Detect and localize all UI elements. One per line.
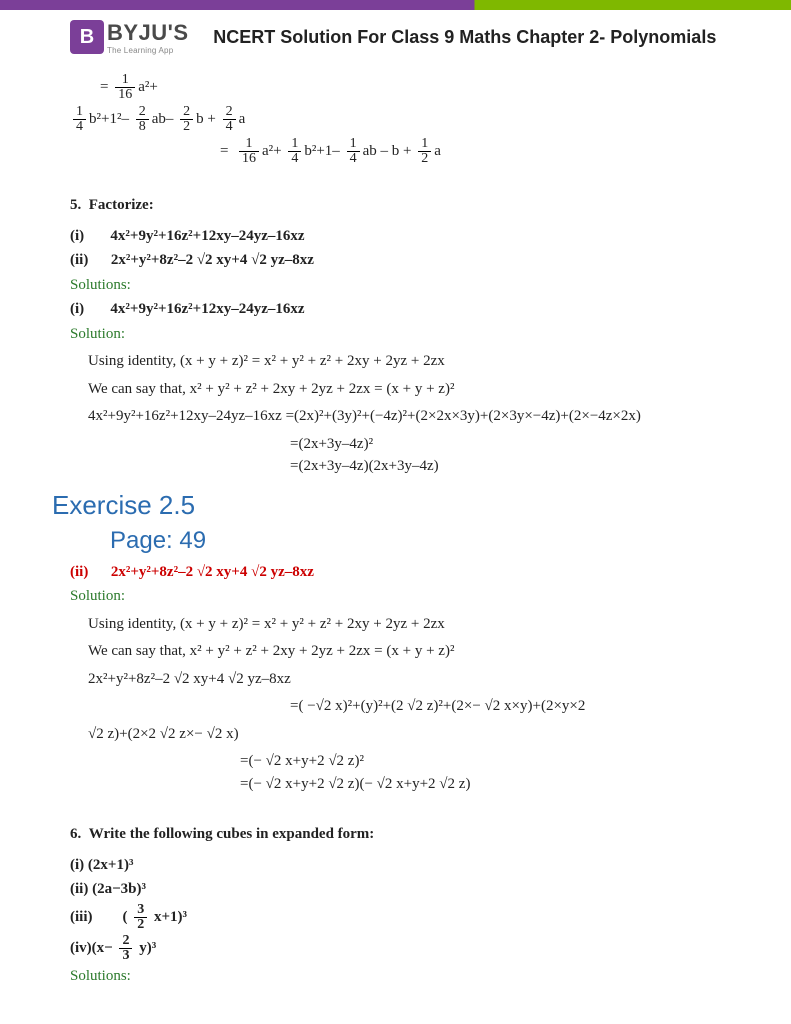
say-that-2: We can say that, x² + y² + z² + 2xy + 2y… xyxy=(88,640,721,663)
exercise-title: Exercise 2.5 xyxy=(52,486,721,525)
page-title: NCERT Solution For Class 9 Maths Chapter… xyxy=(199,26,731,49)
solution-label-1: Solution: xyxy=(70,323,721,346)
q5-part-i: (i) 4x²+9y²+16z²+12xy–24yz–16xz xyxy=(70,225,721,248)
brand-name: BYJU'S xyxy=(107,20,189,46)
q5-part-ii: (ii) 2x²+y²+8z²–2 √2 xy+4 √2 yz–8xz xyxy=(70,249,721,272)
q5ii-step1a: 2x²+y²+8z²–2 √2 xy+4 √2 yz–8xz xyxy=(88,668,721,691)
equation-line-1: = 116 a²+ xyxy=(100,73,721,102)
q5i-repeat: (i) 4x²+9y²+16z²+12xy–24yz–16xz xyxy=(70,298,721,321)
equation-line-1b: 14 b²+1²– 28 ab– 22 b + 24 a xyxy=(70,105,721,134)
top-accent-bar xyxy=(0,0,791,10)
q5i-step2: =(2x+3y–4z)² xyxy=(290,433,721,456)
q6-part-iv: (iv) (x− 23 y)³ xyxy=(70,934,721,963)
q5ii-step1b: =( −√2 x)²+(y)²+(2 √2 z)²+(2×− √2 x×y)+(… xyxy=(290,695,721,718)
q5ii-step2: =(− √2 x+y+2 √2 z)² xyxy=(240,750,721,773)
page-header: B BYJU'S The Learning App NCERT Solution… xyxy=(0,10,791,60)
say-that-1: We can say that, x² + y² + z² + 2xy + 2y… xyxy=(88,378,721,401)
eq-prefix: = xyxy=(100,76,108,99)
q5-heading: 5. Factorize: xyxy=(70,194,721,217)
equation-line-2: = 116 a²+ 14 b²+1– 14 ab – b + 12 a xyxy=(220,137,721,166)
q5i-step1: 4x²+9y²+16z²+12xy–24yz–16xz =(2x)²+(3y)²… xyxy=(88,405,721,428)
brand-logo: B BYJU'S The Learning App xyxy=(70,20,189,55)
q5ii-step3: =(− √2 x+y+2 √2 z)(− √2 x+y+2 √2 z) xyxy=(240,773,721,796)
identity-line-2: Using identity, (x + y + z)² = x² + y² +… xyxy=(88,613,721,636)
solutions-label: Solutions: xyxy=(70,274,721,297)
brand-tagline: The Learning App xyxy=(107,46,189,55)
identity-line-1: Using identity, (x + y + z)² = x² + y² +… xyxy=(88,350,721,373)
q6-heading: 6. Write the following cubes in expanded… xyxy=(70,823,721,846)
solutions-label-2: Solutions: xyxy=(70,965,721,988)
q6-part-i: (i) (2x+1)³ xyxy=(70,854,721,877)
q5ii-step1c: √2 z)+(2×2 √2 z×− √2 x) xyxy=(88,723,721,746)
q6-part-iii: (iii) ( 32 x+1)³ xyxy=(70,903,721,932)
q5i-step3: =(2x+3y–4z)(2x+3y–4z) xyxy=(290,455,721,478)
q5ii-repeat: (ii) 2x²+y²+8z²–2 √2 xy+4 √2 yz–8xz xyxy=(70,561,721,584)
q6-part-ii: (ii) (2a−3b)³ xyxy=(70,878,721,901)
solution-label-2: Solution: xyxy=(70,585,721,608)
page-number: Page: 49 xyxy=(110,523,721,559)
logo-icon: B xyxy=(70,20,104,54)
document-content: = 116 a²+ 14 b²+1²– 28 ab– 22 b + 24 a =… xyxy=(0,60,791,987)
